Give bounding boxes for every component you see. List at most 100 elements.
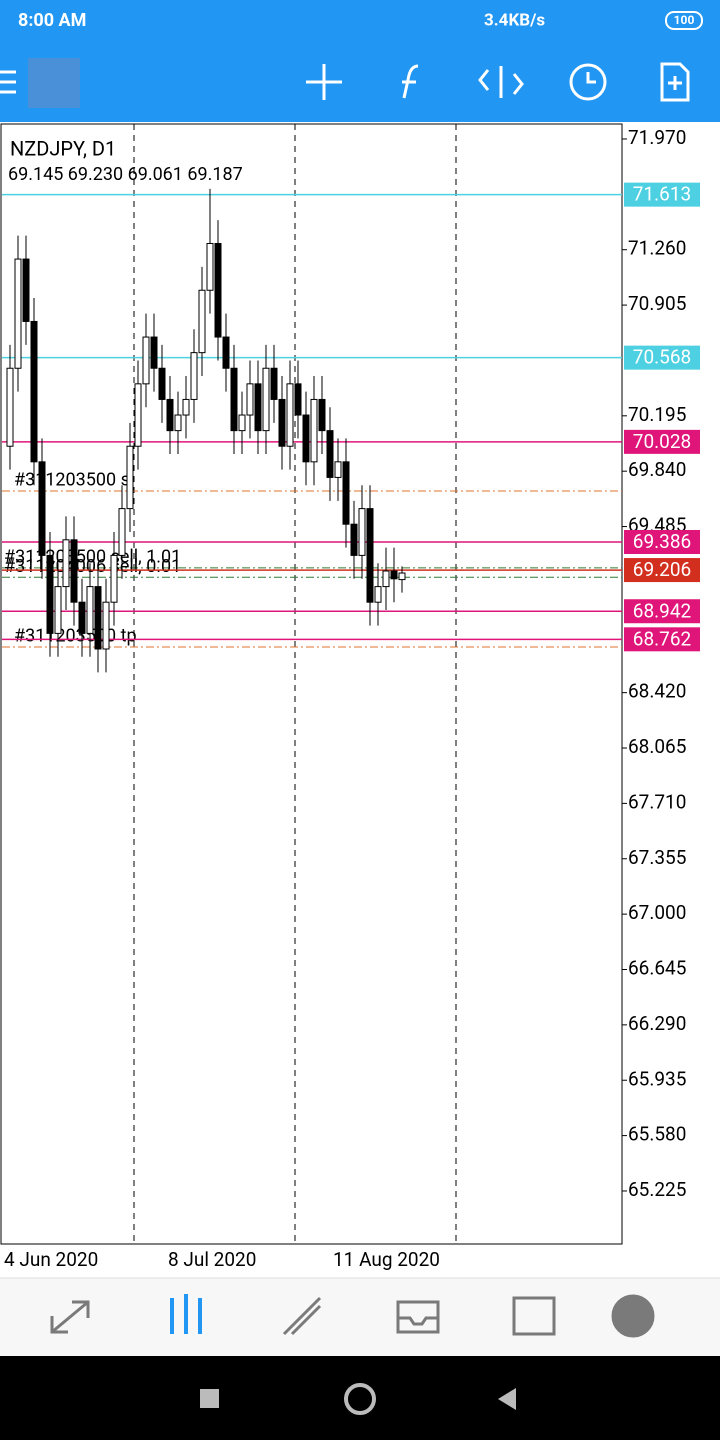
symbol-icon[interactable] [478,66,524,98]
candle-body [14,258,22,369]
news-tab[interactable] [512,1296,556,1336]
y-tick-label: 65.225 [628,1178,686,1201]
chart-area [0,123,623,1245]
home-button[interactable] [344,1383,376,1415]
candle-body [166,398,174,432]
candle-body [142,336,150,385]
y-tick-label: 69.840 [628,458,686,481]
candle-body [22,258,30,322]
candle-body [86,586,94,634]
candle-body [118,508,126,556]
candle-body [94,586,102,650]
candle-body [382,570,390,588]
nav-icons [50,1294,655,1338]
timeframe-icon[interactable] [569,63,607,101]
toolbar [0,58,690,108]
y-tick-label: 66.290 [628,1012,686,1035]
chart-tab[interactable] [170,1294,202,1334]
level-label: 71.613 [633,183,691,206]
net-speed: 3.4KB/s [484,10,545,30]
candle-body [334,461,342,478]
crosshair-icon[interactable] [306,64,342,100]
candle-body [326,430,334,478]
level-label: 70.568 [633,346,691,369]
level-tag [624,182,700,207]
candle-body [230,367,238,432]
date-label: 4 Jun 2020 [4,1248,98,1271]
candle-body [246,383,254,416]
candle-body [398,572,406,581]
level-tag [624,529,700,554]
level-label: 69.206 [633,558,691,581]
candle-body [278,398,286,447]
y-tick-label: 66.645 [628,957,686,980]
level-tag [624,558,700,583]
menu-icon[interactable] [0,70,16,94]
candle-body [190,352,198,400]
order-label: #311203500 tp [14,626,137,647]
y-tick-label: 67.355 [628,846,686,869]
candle-body [158,367,166,400]
candle-body [134,383,142,447]
top-bar [0,0,720,122]
level-label: 70.028 [633,430,691,453]
y-tick-label: 65.580 [628,1123,686,1146]
candle-body [302,414,310,463]
candle-body [318,398,326,432]
level-label: 68.762 [633,627,691,650]
candle-body [286,383,294,447]
back-button[interactable] [498,1388,516,1410]
y-tick-label: 70.195 [628,403,686,426]
candle-body [126,445,134,510]
candle-body [390,570,398,580]
candle-body [78,601,86,634]
candle-body [198,289,206,354]
candle-body [206,242,214,291]
candle-body [38,461,46,556]
quotes-tab[interactable] [50,1300,90,1334]
candle-body [46,554,54,634]
candle-body [182,398,190,416]
order-label: #311204006 sell, 0.01 [4,556,181,577]
candle-body [294,383,302,416]
level-tag [624,627,700,652]
candle-body [310,398,318,463]
candle-body [350,523,358,556]
indicator-icon[interactable] [402,64,419,99]
y-tick-label: 68.420 [628,680,686,703]
chat-tab[interactable] [611,1294,655,1338]
battery-level: 100 [674,13,695,27]
candle-body [254,383,262,432]
candle-body [214,242,222,338]
candle-body [342,461,350,525]
candle-body [70,539,78,603]
trade-tab[interactable] [282,1296,322,1336]
history-tab[interactable] [396,1300,440,1334]
candle-body [102,601,110,650]
candle-body [174,414,182,432]
ohlc: 69.145 69.230 69.061 69.187 [8,164,243,185]
y-tick-label: 67.000 [628,901,686,924]
candle-body [358,508,366,556]
app-icon[interactable] [28,58,80,108]
candle-body [222,336,230,369]
date-label: 11 Aug 2020 [333,1248,440,1271]
candle-body [374,586,382,603]
recents-button[interactable] [200,1389,219,1408]
new-order-icon[interactable] [660,62,690,102]
candle-body [238,414,246,432]
y-tick-label: 70.905 [628,292,686,315]
android-nav [0,1356,720,1440]
candle-body [62,539,70,588]
y-tick-label: 67.710 [628,790,686,813]
candle-body [6,367,14,447]
level-tag [624,429,700,454]
plot: #311203500 sl#311203500 sell, 1.01#31120… [2,188,622,673]
level-tag [624,599,700,624]
candle-body [54,586,62,634]
clock: 8:00 AM [18,10,86,31]
y-tick-label: 71.260 [628,237,686,260]
candle-body [30,320,38,463]
